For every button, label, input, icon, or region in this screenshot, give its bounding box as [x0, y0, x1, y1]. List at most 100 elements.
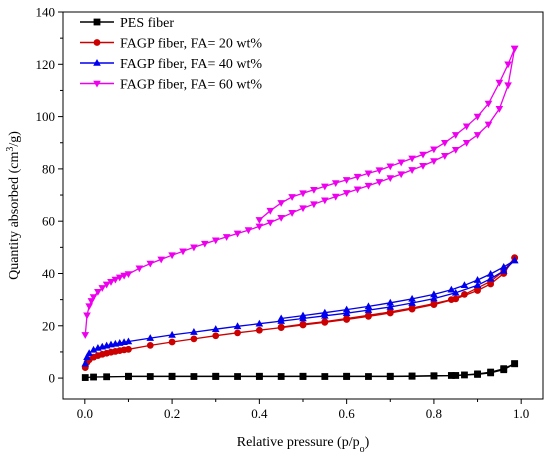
data-point [419, 151, 427, 159]
data-point [255, 217, 264, 224]
data-point [486, 270, 495, 277]
data-point [299, 205, 307, 213]
legend-marker [93, 39, 101, 46]
data-point [408, 372, 416, 380]
legend-label: FAGP fiber, FA= 40 wt% [120, 57, 262, 72]
data-point [451, 132, 460, 139]
data-point [89, 294, 98, 302]
legend-entry: FAGP fiber, FA= 20 wt% [80, 37, 262, 52]
data-point [255, 223, 264, 231]
x-tick-label: 0.0 [77, 406, 93, 421]
data-point [511, 360, 519, 368]
data-point [486, 274, 495, 282]
data-point [408, 167, 416, 174]
data-point [125, 345, 132, 353]
data-point [146, 341, 154, 349]
data-point [321, 183, 329, 191]
data-point [386, 175, 395, 183]
data-point [430, 300, 438, 307]
data-point [484, 100, 493, 108]
data-point [462, 139, 471, 147]
data-point [397, 159, 405, 167]
data-point [299, 190, 307, 198]
data-point [211, 237, 220, 245]
data-point [386, 163, 395, 171]
data-point [288, 210, 296, 217]
data-point [266, 207, 275, 215]
data-point [277, 323, 285, 331]
data-point [299, 311, 307, 319]
data-point [146, 334, 155, 341]
data-point [473, 276, 482, 283]
data-point [190, 335, 198, 343]
data-point [98, 285, 107, 292]
series-4 [81, 45, 519, 339]
x-tick-label: 1.0 [513, 406, 529, 421]
data-point [81, 359, 90, 367]
data-point [500, 365, 508, 373]
data-point [343, 315, 351, 322]
legend-label: FAGP fiber, FA= 20 wt% [120, 37, 262, 52]
data-point [83, 353, 91, 360]
data-point [277, 200, 285, 207]
legend: PES fiber FAGP fiber, FA= 20 wt% FAGP fibe… [80, 16, 262, 93]
data-point [408, 294, 416, 302]
data-point [364, 306, 373, 313]
y-tick-label: 140 [36, 5, 56, 20]
series-2 [81, 254, 519, 372]
data-point [365, 311, 372, 319]
data-point [447, 285, 456, 293]
series-layer [81, 45, 519, 381]
data-point [474, 370, 481, 378]
data-point [441, 153, 449, 160]
data-point [386, 298, 395, 306]
data-point [451, 147, 460, 154]
data-point [473, 113, 482, 121]
legend-marker [93, 18, 101, 26]
y-tick-label: 40 [42, 266, 55, 281]
x-tick-label: 0.4 [251, 406, 268, 421]
axis-titles: Relative pressure (p/po) Quantity absorb… [5, 131, 370, 455]
legend-marker [93, 59, 101, 66]
data-point [430, 158, 438, 166]
data-point [473, 132, 482, 139]
data-point [364, 182, 373, 190]
data-point [461, 291, 468, 298]
data-point [487, 368, 495, 376]
data-point [430, 294, 438, 302]
data-point [89, 345, 98, 353]
data-point [397, 171, 405, 179]
data-point [211, 325, 220, 332]
data-point [168, 330, 176, 338]
data-point [120, 272, 128, 280]
data-point [375, 179, 384, 186]
x-tick-label: 0.8 [426, 406, 442, 421]
data-point [441, 139, 449, 147]
data-point [81, 332, 90, 339]
y-tick-label: 100 [36, 109, 56, 124]
legend-marker [93, 80, 101, 88]
legend-entry: FAGP fiber, FA= 60 wt% [80, 78, 262, 93]
data-point [510, 45, 519, 53]
data-point [244, 227, 253, 235]
data-point [94, 288, 102, 296]
axes: 0.0 0.2 0.4 0.6 0.8 1.0 0 20 40 60 80 100 120 140 [36, 5, 544, 421]
data-point [146, 260, 155, 268]
legend-label: FAGP fiber, FA= 60 wt% [120, 78, 262, 93]
data-point [288, 194, 296, 201]
data-point [499, 262, 508, 270]
y-tick-label: 120 [36, 57, 56, 72]
data-point [510, 256, 519, 264]
legend-entry: PES fiber [80, 16, 174, 31]
data-point [495, 79, 504, 87]
data-point [81, 374, 89, 381]
data-point [430, 146, 438, 154]
data-point [461, 371, 468, 379]
data-point [102, 281, 111, 289]
data-point [277, 314, 285, 322]
data-point [299, 372, 307, 380]
y-tick-label: 80 [42, 161, 55, 176]
data-point [255, 319, 264, 327]
data-point [103, 373, 111, 381]
